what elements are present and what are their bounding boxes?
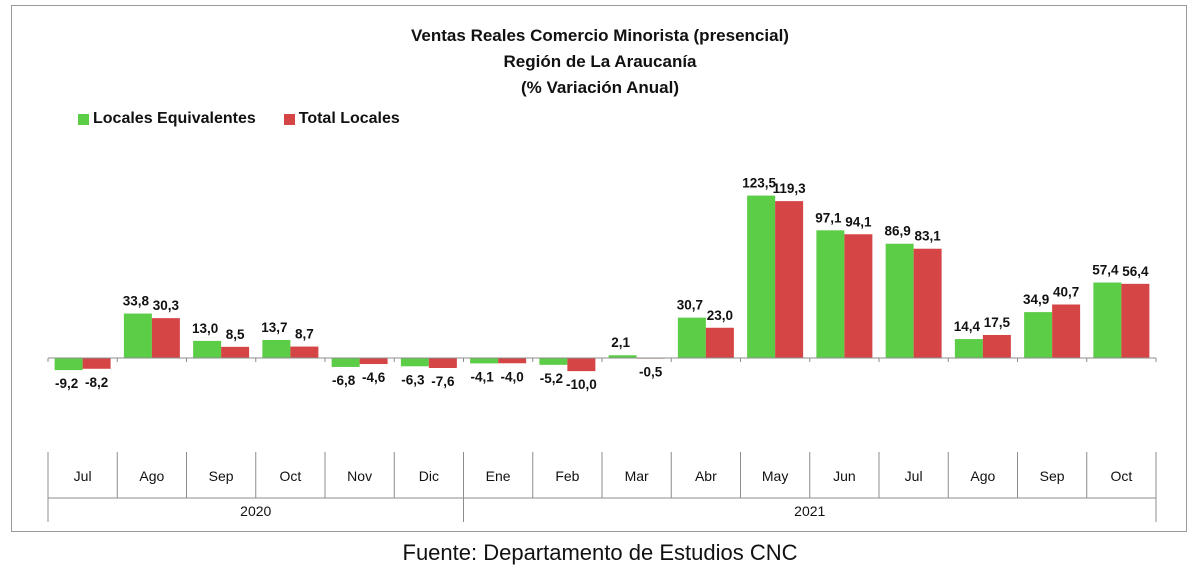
chart-title: Ventas Reales Comercio Minorista (presen… <box>411 26 789 45</box>
bar-locales-equivalentes <box>677 317 706 358</box>
data-label: 123,5 <box>742 176 776 191</box>
category-label: Ago <box>970 468 995 484</box>
bar-locales-equivalentes <box>470 358 499 364</box>
data-label: -7,6 <box>431 374 455 389</box>
bar-total-locales <box>498 358 527 364</box>
data-label: 97,1 <box>815 210 842 225</box>
category-label: Jul <box>905 468 923 484</box>
data-label: -9,2 <box>55 376 78 391</box>
bar-total-locales <box>705 327 734 358</box>
data-label: 23,0 <box>707 308 733 323</box>
bar-locales-equivalentes <box>262 339 291 358</box>
data-label: 2,1 <box>611 335 630 350</box>
data-label: 94,1 <box>845 214 872 229</box>
bar-locales-equivalentes <box>954 339 983 358</box>
data-label: 17,5 <box>984 315 1011 330</box>
bar-total-locales <box>775 201 804 358</box>
data-label: 14,4 <box>954 319 981 334</box>
chart-subtitle-2: (% Variación Anual) <box>520 78 680 97</box>
data-label: 33,8 <box>123 294 150 309</box>
category-label: Oct <box>279 468 301 484</box>
data-label: 40,7 <box>1053 284 1079 299</box>
bar-locales-equivalentes <box>123 313 152 358</box>
data-label: 57,4 <box>1092 263 1119 278</box>
category-label: Sep <box>209 468 234 484</box>
category-label: Nov <box>347 468 372 484</box>
bar-locales-equivalentes <box>885 243 914 358</box>
legend-label: Total Locales <box>298 110 400 127</box>
chart-frame <box>11 5 1187 532</box>
bar-total-locales <box>913 248 942 358</box>
data-label: -4,0 <box>500 369 523 384</box>
bar-locales-equivalentes <box>193 340 222 358</box>
bar-locales-equivalentes <box>400 358 429 367</box>
data-label: -6,8 <box>332 373 356 388</box>
data-label: 30,7 <box>677 298 703 313</box>
legend-swatch <box>283 113 295 125</box>
data-label: -0,5 <box>639 365 663 380</box>
category-label: Abr <box>695 468 717 484</box>
bar-locales-equivalentes <box>539 358 568 365</box>
data-label: -10,0 <box>566 377 597 392</box>
data-label: 30,3 <box>153 298 180 313</box>
legend-item-locales-equivalentes: Locales Equivalentes <box>78 110 256 128</box>
bar-total-locales <box>1121 283 1150 358</box>
data-label: -6,3 <box>401 372 425 387</box>
bar-total-locales <box>359 358 388 365</box>
data-label: 119,3 <box>773 181 807 196</box>
bar-total-locales <box>844 234 873 358</box>
group-label: 2020 <box>240 503 271 519</box>
data-label: -8,2 <box>85 375 108 390</box>
bar-locales-equivalentes <box>816 230 845 358</box>
bar-total-locales <box>567 358 596 372</box>
bar-total-locales <box>82 358 111 369</box>
category-label: Jul <box>74 468 92 484</box>
data-label: 86,9 <box>884 224 910 239</box>
bar-total-locales <box>221 346 250 358</box>
data-label: 83,1 <box>914 229 941 244</box>
legend-item-total-locales: Total Locales <box>283 110 400 128</box>
category-label: Ene <box>486 468 511 484</box>
data-label: -4,1 <box>470 369 494 384</box>
bar-locales-equivalentes <box>54 358 83 371</box>
data-label: -4,6 <box>362 370 386 385</box>
source-note: Fuente: Departamento de Estudios CNC <box>402 540 798 565</box>
data-label: 34,9 <box>1023 292 1049 307</box>
bar-total-locales <box>151 318 180 358</box>
category-label: May <box>762 468 788 484</box>
bar-total-locales <box>428 358 457 368</box>
category-label: Jun <box>833 468 856 484</box>
data-label: 56,4 <box>1122 264 1149 279</box>
chart-subtitle: Región de La Araucanía <box>503 52 697 71</box>
bar-locales-equivalentes <box>331 358 360 367</box>
group-label: 2021 <box>794 503 825 519</box>
data-label: 13,7 <box>261 320 287 335</box>
data-label: 8,7 <box>295 327 314 342</box>
bar-locales-equivalentes <box>1093 282 1122 358</box>
bar-locales-equivalentes <box>608 355 637 358</box>
category-label: Oct <box>1110 468 1132 484</box>
category-label: Dic <box>419 468 439 484</box>
category-label: Ago <box>139 468 164 484</box>
chart-legend: Locales Equivalentes Total Locales <box>78 110 428 128</box>
category-label: Mar <box>625 468 649 484</box>
data-label: 8,5 <box>226 327 245 342</box>
bar-total-locales <box>982 334 1011 358</box>
data-label: -5,2 <box>540 371 563 386</box>
category-label: Feb <box>555 468 579 484</box>
bar-chart: -9,2 33,8 13,0 13,7 -6,8 -6,3 -4,1 -5,2 2,1 30,7 1… <box>47 176 1157 522</box>
bar-total-locales <box>290 346 319 358</box>
bar-locales-equivalentes <box>747 195 776 358</box>
category-label: Sep <box>1040 468 1065 484</box>
legend-label: Locales Equivalentes <box>93 110 256 127</box>
data-label: 13,0 <box>192 321 218 336</box>
bar-locales-equivalentes <box>1024 312 1053 358</box>
legend-swatch <box>78 113 89 125</box>
bar-total-locales <box>1052 304 1081 358</box>
